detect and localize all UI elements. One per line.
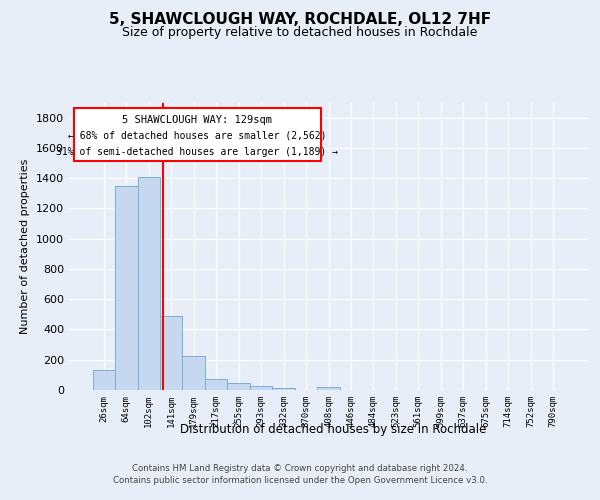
Text: Size of property relative to detached houses in Rochdale: Size of property relative to detached ho…: [122, 26, 478, 39]
Bar: [160, 316, 182, 390]
Text: Distribution of detached houses by size in Rochdale: Distribution of detached houses by size …: [180, 422, 486, 436]
Text: 5 SHAWCLOUGH WAY: 129sqm: 5 SHAWCLOUGH WAY: 129sqm: [122, 114, 272, 124]
Bar: [205, 378, 227, 390]
Bar: [115, 186, 137, 390]
Y-axis label: Number of detached properties: Number of detached properties: [20, 158, 31, 334]
Bar: [182, 356, 205, 390]
Bar: [250, 386, 272, 390]
Bar: [92, 370, 115, 390]
Text: Contains HM Land Registry data © Crown copyright and database right 2024.: Contains HM Land Registry data © Crown c…: [132, 464, 468, 473]
Bar: [317, 387, 340, 390]
Bar: [137, 176, 160, 390]
Text: ← 68% of detached houses are smaller (2,562): ← 68% of detached houses are smaller (2,…: [68, 130, 327, 140]
Text: 5, SHAWCLOUGH WAY, ROCHDALE, OL12 7HF: 5, SHAWCLOUGH WAY, ROCHDALE, OL12 7HF: [109, 12, 491, 28]
Bar: [272, 388, 295, 390]
Bar: [227, 383, 250, 390]
FancyBboxPatch shape: [74, 108, 321, 162]
Text: 31% of semi-detached houses are larger (1,189) →: 31% of semi-detached houses are larger (…: [56, 147, 338, 157]
Text: Contains public sector information licensed under the Open Government Licence v3: Contains public sector information licen…: [113, 476, 487, 485]
